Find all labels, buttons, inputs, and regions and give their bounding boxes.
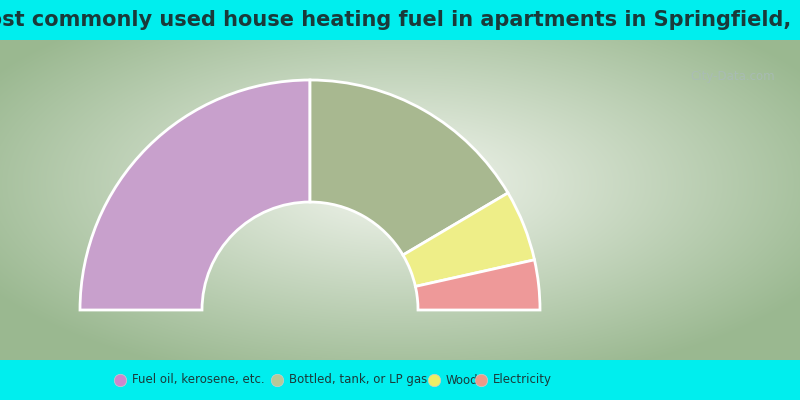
- Wedge shape: [415, 260, 540, 310]
- Wedge shape: [403, 193, 534, 286]
- Text: Bottled, tank, or LP gas: Bottled, tank, or LP gas: [289, 374, 427, 386]
- Point: [114, 377, 126, 383]
- Point: [427, 377, 440, 383]
- Text: Fuel oil, kerosene, etc.: Fuel oil, kerosene, etc.: [132, 374, 265, 386]
- Text: Wood: Wood: [446, 374, 478, 386]
- Wedge shape: [310, 80, 508, 255]
- Wedge shape: [80, 80, 310, 310]
- Point: [270, 377, 283, 383]
- Text: Electricity: Electricity: [493, 374, 552, 386]
- Text: Most commonly used house heating fuel in apartments in Springfield, NH: Most commonly used house heating fuel in…: [0, 10, 800, 30]
- Point: [474, 377, 487, 383]
- Text: City-Data.com: City-Data.com: [690, 70, 775, 83]
